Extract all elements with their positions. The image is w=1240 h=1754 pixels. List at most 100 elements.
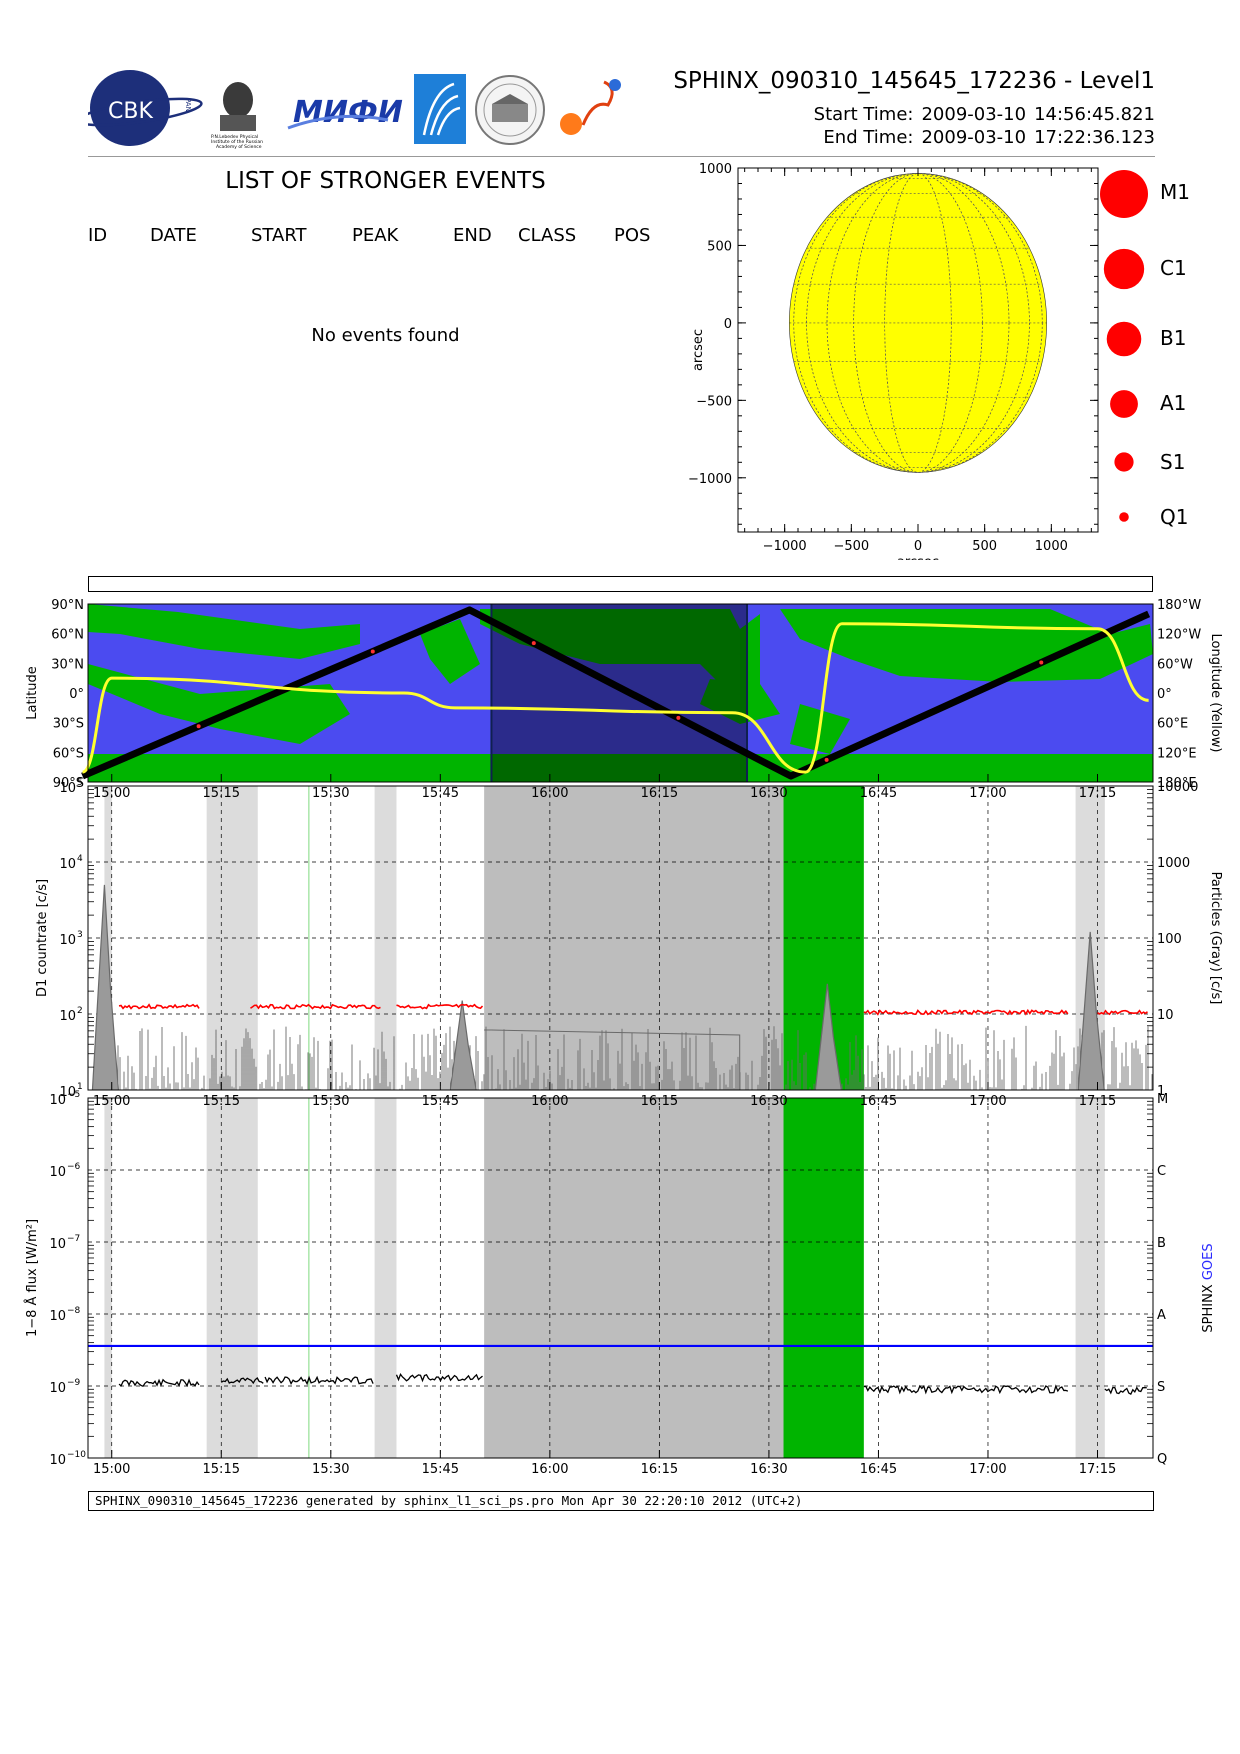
flux-particle-band — [374, 1098, 397, 1458]
class-label-c1: C1 — [1160, 256, 1187, 280]
orbit-time-label: 17:00 — [969, 786, 1006, 801]
orbit-time-label: 16:15 — [641, 786, 678, 801]
count-time-label: 16:30 — [750, 1094, 787, 1109]
start-time-label: Start Time: — [813, 104, 914, 125]
flux-y-label-left: 1−8 Å flux [W/m²] — [24, 1219, 40, 1337]
orbit-time-label: 15:15 — [203, 786, 240, 801]
orbit-lon-tick-label: 180°W — [1157, 598, 1201, 613]
orbit-eclipse-shade — [491, 604, 748, 782]
count-time-label: 16:00 — [531, 1094, 568, 1109]
orbit-lon-tick-label: 60°E — [1157, 717, 1188, 732]
flux-left-tick-exp: −6 — [67, 1162, 81, 1172]
col-end: END — [453, 225, 492, 246]
flux-time-label: 15:00 — [93, 1462, 130, 1477]
logo-strip: CBK PAN P.N.Lebedev Physical Institute o… — [77, 70, 648, 150]
orbit-lon-tick-label: 120°W — [1157, 628, 1201, 643]
orbit-land-region — [420, 619, 480, 684]
flux-right-tick-label: M — [1157, 1092, 1168, 1107]
count-d1-series — [1097, 1009, 1148, 1016]
orbit-lon-tick-label: 180°E — [1157, 776, 1197, 791]
count-left-tick-label: 10 — [59, 857, 76, 872]
orbit-lat-tick-label: 30°N — [51, 657, 84, 672]
flux-left-tick-label: 10 — [49, 1453, 66, 1468]
sun-logo — [560, 79, 621, 135]
flux-particle-band — [104, 1098, 112, 1458]
class-label-b1: B1 — [1160, 326, 1187, 350]
col-start: START — [251, 225, 307, 246]
flux-right-tick-label: Q — [1157, 1452, 1167, 1467]
orbit-lat-tick-label: 60°S — [53, 746, 84, 761]
disk-y-tick-label: −1000 — [688, 472, 732, 487]
start-time-row: Start Time: 2009-03-10 14:56:45.821 — [790, 104, 1155, 125]
count-right-tick-label: 1 — [1157, 1084, 1165, 1099]
orbit-y-label-left: Latitude — [25, 666, 40, 720]
events-title: LIST OF STRONGER EVENTS — [225, 168, 546, 194]
col-id: ID — [88, 225, 108, 246]
flux-sphinx-series — [863, 1384, 1069, 1395]
class-legend-dots — [1100, 170, 1148, 522]
count-left-tick-label: 10 — [59, 933, 76, 948]
orbit-lon-tick-label: 60°W — [1157, 657, 1193, 672]
end-time-row: End Time: 2009-03-10 17:22:36.123 — [790, 127, 1155, 148]
observatory-logo — [475, 75, 545, 145]
start-date: 2009-03-10 — [921, 104, 1027, 125]
orbit-lat-tick-label: 90°N — [51, 598, 84, 613]
flux-sphinx-series — [395, 1373, 483, 1383]
orbit-land-region — [88, 604, 360, 659]
svg-text:МИФИ: МИФИ — [293, 95, 403, 130]
time-series-panels: 90°N60°N30°N0°30°S60°S90°S180°W120°W60°W… — [24, 598, 1223, 1477]
count-left-tick-exp: 2 — [77, 1006, 83, 1016]
flux-particle-band — [206, 1098, 258, 1458]
count-particle-peak — [449, 1000, 477, 1091]
disk-x-tick-label: −500 — [833, 539, 869, 554]
orbit-track-marker — [370, 649, 375, 654]
orbit-track-marker — [1039, 660, 1044, 665]
solar-disk-plot: −1000 −500 0 500 1000 −1000 −500 0 500 1000 arcsec… — [688, 162, 1099, 560]
disk-y-tick-label: 1000 — [699, 162, 732, 177]
lebedev-logo: P.N.Lebedev Physical Institute of the Ru… — [211, 82, 263, 150]
flux-sphinx-series — [118, 1378, 200, 1388]
orbit-time-label: 16:30 — [750, 786, 787, 801]
orbit-lat-tick-label: 30°S — [53, 717, 84, 732]
disk-y-tick-label: 0 — [724, 317, 732, 332]
orbit-time-label: 16:45 — [860, 786, 897, 801]
orbit-time-label: 15:00 — [93, 786, 130, 801]
orbit-land-region — [480, 609, 760, 694]
flux-left-tick-label: 10 — [49, 1165, 66, 1180]
flux-sphinx-series — [1104, 1386, 1147, 1396]
count-time-label: 16:15 — [641, 1094, 678, 1109]
count-time-label: 15:45 — [422, 1094, 459, 1109]
svg-text:P.N.Lebedev Physical: P.N.Lebedev Physical — [211, 134, 258, 140]
class-legend-dot-q1 — [1119, 512, 1129, 522]
class-label-m1: M1 — [1160, 180, 1190, 204]
orbit-time-label: 15:45 — [422, 786, 459, 801]
disk-meridian — [853, 173, 983, 473]
mifi-logo: МИФИ — [287, 95, 403, 130]
orbit-track-marker — [196, 724, 201, 729]
count-left-tick-label: 10 — [59, 1085, 76, 1100]
class-legend-dot-s1 — [1114, 452, 1134, 472]
count-y-label-right: Particles (Gray) [c/s] — [1208, 872, 1223, 1005]
flux-left-tick-exp: −10 — [67, 1450, 86, 1460]
header-divider — [88, 156, 1155, 157]
flux-time-label: 15:45 — [422, 1462, 459, 1477]
disk-y-tick-label: −500 — [696, 394, 732, 409]
count-time-label: 15:30 — [312, 1094, 349, 1109]
no-events-message: No events found — [311, 325, 460, 346]
flux-time-label: 16:00 — [531, 1462, 568, 1477]
flux-left-tick-label: 10 — [49, 1381, 66, 1396]
count-d1-series — [118, 1003, 200, 1010]
footer-text: SPHINX_090310_145645_172236 generated by… — [95, 1493, 803, 1508]
disk-y-axis-label: arcsec — [691, 329, 706, 371]
flux-left-tick-label: 10 — [49, 1237, 66, 1252]
disk-x-tick-label: 0 — [914, 539, 922, 554]
orbit-lon-tick-label: 120°E — [1157, 746, 1197, 761]
count-d1-series — [863, 1008, 1069, 1016]
orbit-lat-tick-label: 90°S — [53, 776, 84, 791]
orbit-time-label: 16:00 — [531, 786, 568, 801]
class-label-a1: A1 — [1160, 391, 1187, 415]
flux-left-tick-exp: −5 — [67, 1090, 80, 1100]
flux-sphinx-series — [264, 1375, 374, 1386]
disk-x-tick-label: 500 — [972, 539, 997, 554]
count-left-tick-exp: 3 — [77, 930, 83, 940]
